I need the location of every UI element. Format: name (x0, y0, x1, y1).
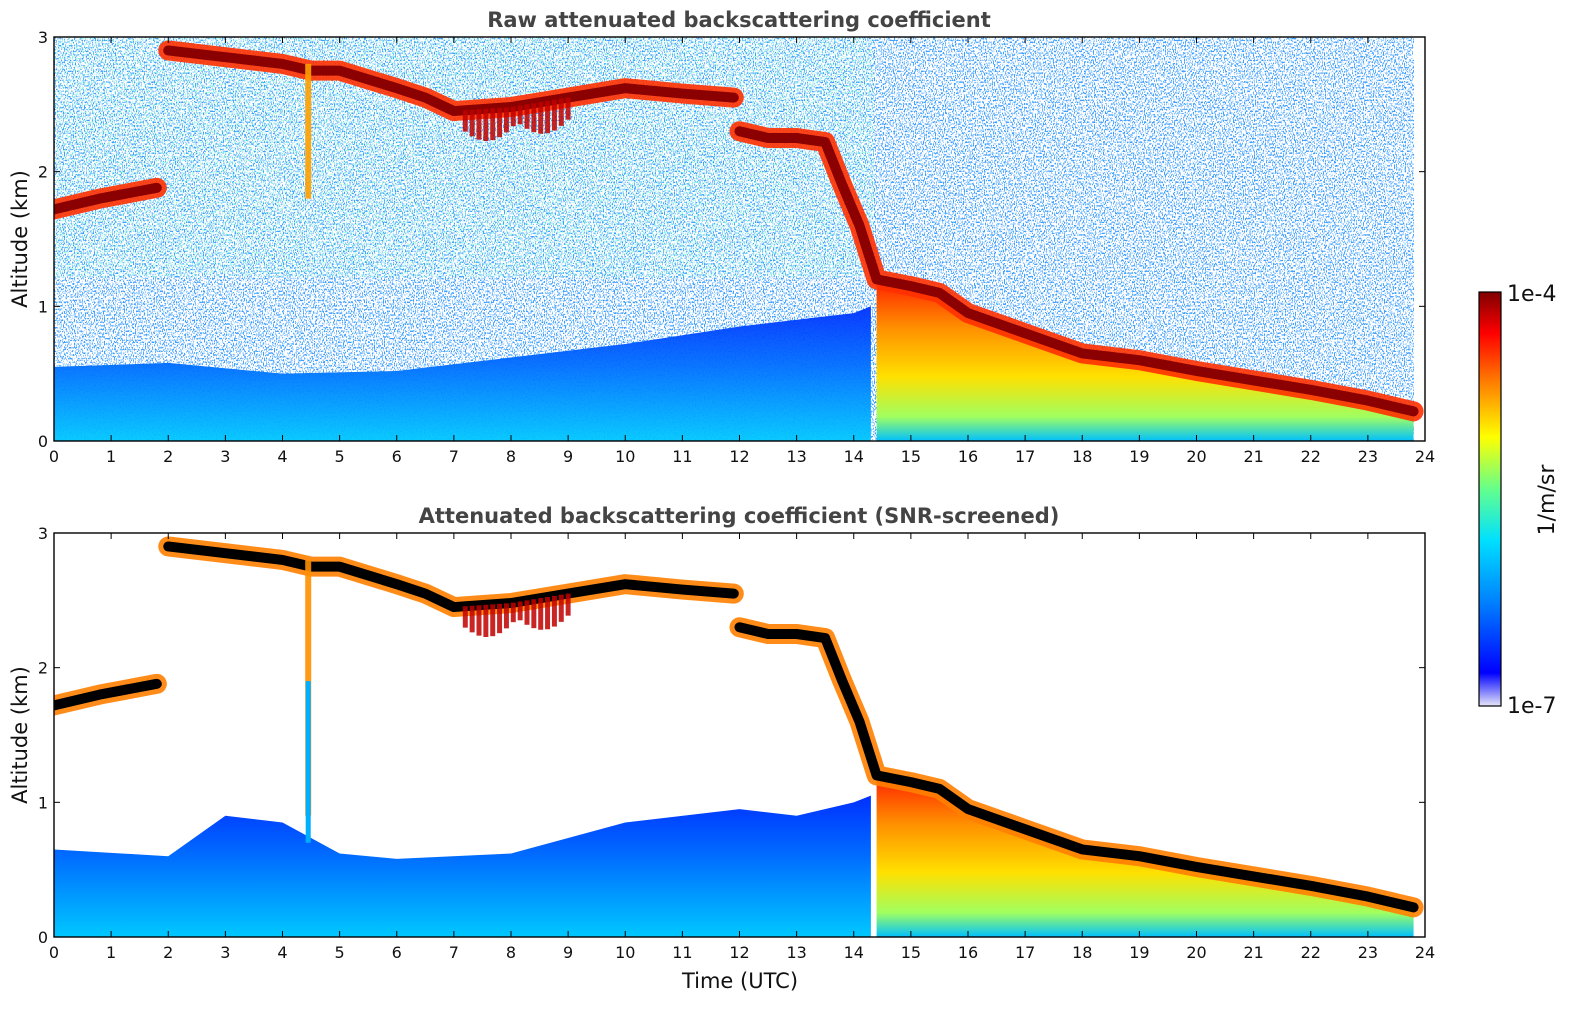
virga-streaks (462, 97, 571, 141)
raw-panel: Raw attenuated backscattering coefficien… (8, 8, 1435, 466)
x-tick-label: 20 (1186, 447, 1206, 466)
x-tick-label: 21 (1243, 447, 1263, 466)
boundary-layer (54, 306, 871, 441)
screened-ylabel: Altitude (km) (8, 666, 32, 804)
colorbar: 1e-4 1e-7 1/m/sr (1478, 282, 1560, 719)
x-tick-label: 7 (449, 943, 459, 962)
x-tick-label: 6 (392, 447, 402, 466)
x-tick-label: 17 (1015, 943, 1035, 962)
x-tick-label: 18 (1072, 447, 1092, 466)
colorbar-gradient (1478, 291, 1502, 707)
raw-noise-green (54, 37, 874, 277)
colorbar-unit-label: 1/m/sr (1535, 464, 1560, 536)
raw-panel-title: Raw attenuated backscattering coefficien… (487, 8, 991, 32)
x-tick-label: 18 (1072, 943, 1092, 962)
x-tick-label: 10 (615, 447, 635, 466)
x-tick-label: 19 (1129, 943, 1149, 962)
x-tick-label: 15 (901, 943, 921, 962)
screened-xlabel: Time (UTC) (681, 969, 798, 993)
x-tick-label: 8 (506, 447, 516, 466)
x-tick-label: 12 (729, 447, 749, 466)
x-tick-label: 9 (563, 943, 573, 962)
x-tick-label: 20 (1186, 943, 1206, 962)
x-tick-label: 13 (786, 943, 806, 962)
x-tick-label: 24 (1415, 943, 1435, 962)
x-tick-label: 7 (449, 447, 459, 466)
precipitation-region (876, 279, 1414, 441)
x-tick-label: 22 (1301, 943, 1321, 962)
x-tick-label: 10 (615, 943, 635, 962)
x-tick-label: 13 (786, 447, 806, 466)
x-tick-label: 0 (49, 447, 59, 466)
x-tick-label: 6 (392, 943, 402, 962)
y-tick-label: 2 (38, 659, 48, 678)
x-tick-label: 23 (1358, 447, 1378, 466)
y-tick-label: 0 (38, 432, 48, 451)
raw-heatmap (54, 37, 1425, 441)
screened-heatmap (54, 533, 1425, 937)
x-tick-label: 2 (163, 447, 173, 466)
y-tick-label: 1 (38, 793, 48, 812)
y-tick-label: 3 (38, 28, 48, 47)
elevated-layer-band (54, 678, 162, 711)
x-tick-label: 21 (1243, 943, 1263, 962)
x-tick-label: 23 (1358, 943, 1378, 962)
x-tick-label: 3 (220, 447, 230, 466)
x-tick-label: 22 (1301, 447, 1321, 466)
x-tick-label: 5 (335, 943, 345, 962)
x-tick-label: 11 (672, 943, 692, 962)
y-tick-label: 3 (38, 524, 48, 543)
x-tick-label: 15 (901, 447, 921, 466)
x-tick-label: 19 (1129, 447, 1149, 466)
x-tick-label: 4 (277, 447, 287, 466)
x-tick-label: 8 (506, 943, 516, 962)
x-tick-label: 14 (844, 447, 864, 466)
x-tick-label: 4 (277, 943, 287, 962)
x-tick-label: 14 (844, 943, 864, 962)
colorbar-max-label: 1e-4 (1507, 282, 1556, 307)
x-tick-label: 3 (220, 943, 230, 962)
boundary-layer (54, 795, 871, 937)
elevated-layer-band (54, 182, 162, 215)
cloud-upper-band (163, 541, 739, 613)
cloud-lower-band (734, 126, 1419, 417)
screened-panel: Attenuated backscattering coefficient (S… (8, 504, 1435, 993)
x-tick-label: 11 (672, 447, 692, 466)
raw-ylabel: Altitude (km) (8, 170, 32, 308)
x-tick-label: 1 (106, 447, 116, 466)
x-tick-label: 16 (958, 447, 978, 466)
colorbar-min-label: 1e-7 (1507, 694, 1556, 719)
x-tick-label: 17 (1015, 447, 1035, 466)
x-tick-label: 9 (563, 447, 573, 466)
x-tick-label: 24 (1415, 447, 1435, 466)
x-tick-label: 12 (729, 943, 749, 962)
y-tick-label: 2 (38, 163, 48, 182)
y-tick-label: 1 (38, 297, 48, 316)
y-tick-label: 0 (38, 928, 48, 947)
precipitation-region (876, 775, 1414, 937)
x-tick-label: 5 (335, 447, 345, 466)
x-tick-label: 2 (163, 943, 173, 962)
x-tick-label: 1 (106, 943, 116, 962)
cloud-upper-band (163, 45, 739, 117)
screened-panel-title: Attenuated backscattering coefficient (S… (419, 504, 1060, 528)
virga-streaks (462, 593, 571, 637)
cloud-lower-band (734, 622, 1419, 913)
x-tick-label: 0 (49, 943, 59, 962)
x-tick-label: 16 (958, 943, 978, 962)
